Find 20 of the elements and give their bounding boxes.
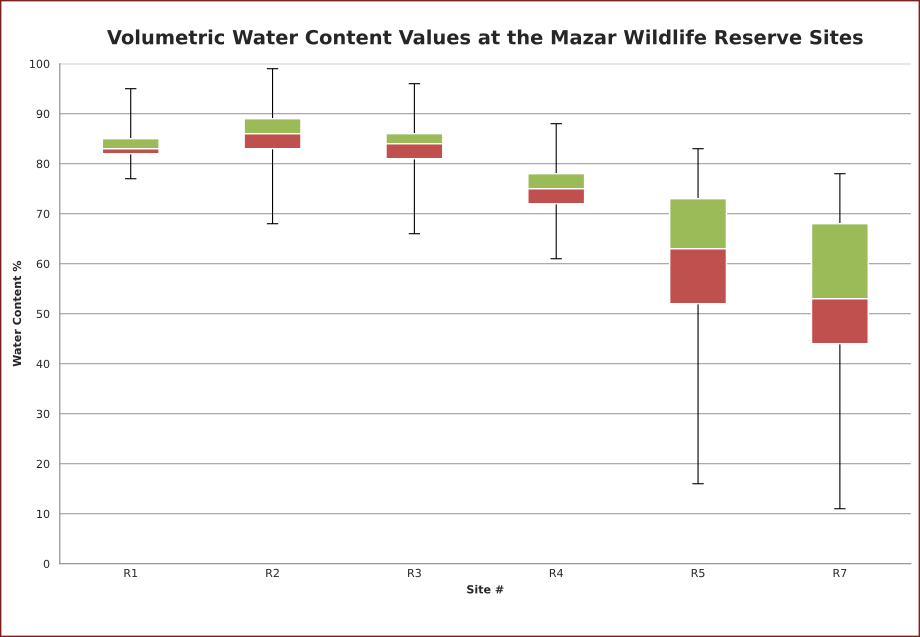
x-tick-label: R1 [124, 568, 138, 578]
chart-title: Volumetric Water Content Values at the Mazar Wildlife Reserve Sites [107, 29, 863, 45]
y-axis-title: Water Content % [12, 260, 22, 367]
y-tick-label: 60 [36, 260, 50, 268]
x-tick-label: R3 [408, 568, 421, 578]
y-tick-label: 30 [36, 410, 50, 418]
x-tick-label: R7 [834, 568, 846, 578]
y-tick-label: 10 [37, 510, 50, 518]
x-tick-label: R4 [550, 568, 563, 578]
y-tick-label: 70 [36, 210, 50, 218]
x-axis-title: Site # [467, 584, 504, 594]
y-tick-label: 20 [36, 460, 50, 468]
y-tick-label: 80 [36, 160, 50, 168]
y-tick-label: 90 [36, 110, 50, 118]
y-tick-label: 40 [36, 360, 50, 368]
x-tick-label: R2 [266, 568, 279, 578]
x-tick-label: R5 [692, 568, 704, 578]
y-tick-label: 0 [44, 560, 50, 568]
y-tick-label: 50 [36, 310, 50, 318]
y-tick-label: 100 [30, 60, 50, 68]
